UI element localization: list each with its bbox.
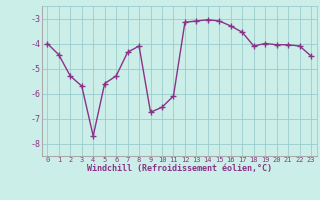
X-axis label: Windchill (Refroidissement éolien,°C): Windchill (Refroidissement éolien,°C) [87,164,272,173]
